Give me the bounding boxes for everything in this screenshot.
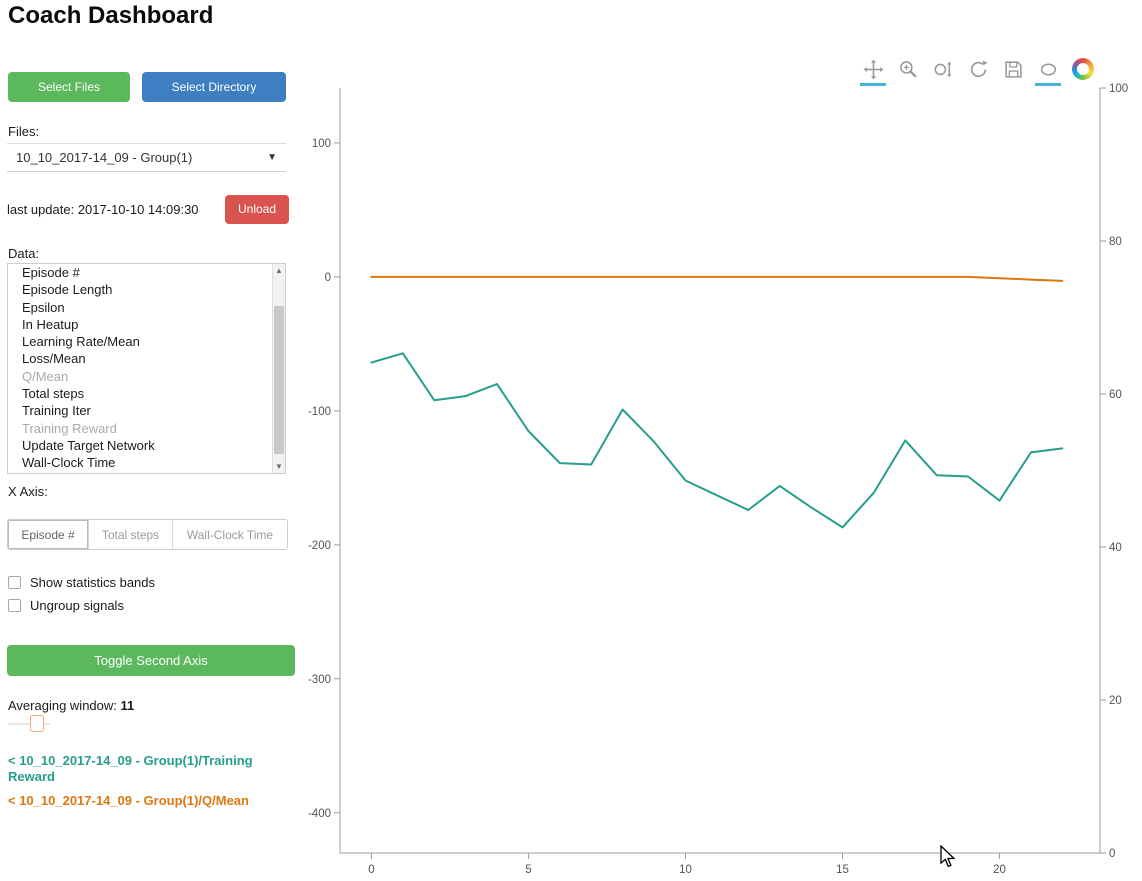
x-axis-option-total-steps[interactable]: Total steps — [89, 520, 173, 549]
bokeh-toolbar — [860, 58, 1094, 86]
list-item[interactable]: In Heatup — [22, 316, 79, 332]
svg-text:15: 15 — [836, 864, 849, 876]
svg-text:40: 40 — [1109, 542, 1122, 554]
select-directory-button[interactable]: Select Directory — [142, 72, 286, 102]
averaging-window-row: Averaging window: 11 — [8, 698, 134, 713]
averaging-window-slider — [8, 714, 50, 734]
wheel-zoom-tool[interactable] — [932, 58, 954, 80]
svg-text:20: 20 — [993, 864, 1006, 876]
scrollbar[interactable]: ▲ ▼ — [272, 264, 285, 473]
plot-area: 100 0 -100 -200 -300 -400 0 20 40 60 80 100 0 5 10 15 20 — [300, 55, 1142, 881]
show-statistics-bands-row: Show statistics bands — [8, 575, 155, 590]
svg-text:10: 10 — [679, 864, 692, 876]
list-item[interactable]: Training Reward — [22, 420, 117, 436]
scrollbar-down-icon[interactable]: ▼ — [275, 462, 283, 471]
list-item[interactable]: Wall-Clock Time — [22, 455, 116, 471]
legend-item-training-reward: < 10_10_2017-14_09 - Group(1)/Training R… — [8, 753, 253, 784]
scrollbar-thumb[interactable] — [274, 306, 284, 454]
list-item[interactable]: Episode Length — [22, 282, 113, 298]
legend-item-q-mean: < 10_10_2017-14_09 - Group(1)/Q/Mean — [8, 793, 249, 808]
ungroup-signals-checkbox[interactable] — [8, 599, 21, 612]
svg-text:100: 100 — [312, 138, 331, 150]
data-label: Data: — [8, 246, 40, 261]
unload-button[interactable]: Unload — [225, 194, 289, 224]
file-buttons-row: Select Files Select Directory — [8, 72, 286, 102]
pan-tool[interactable] — [860, 58, 886, 86]
svg-text:5: 5 — [525, 864, 531, 876]
svg-text:-300: -300 — [308, 674, 331, 686]
svg-text:0: 0 — [325, 272, 331, 284]
list-item[interactable]: Learning Rate/Mean — [22, 334, 140, 350]
ungroup-signals-label: Ungroup signals — [30, 598, 124, 613]
svg-text:100: 100 — [1109, 83, 1128, 95]
svg-text:60: 60 — [1109, 389, 1122, 401]
averaging-window-label: Averaging window: — [8, 698, 117, 713]
box-zoom-tool[interactable] — [897, 58, 919, 80]
last-update-text: last update: 2017-10-10 14:09:30 — [7, 201, 199, 217]
x-axis-option-wall-clock[interactable]: Wall-Clock Time — [173, 520, 287, 549]
svg-text:80: 80 — [1109, 236, 1122, 248]
data-signal-list: Episode # Episode Length Epsilon In Heat… — [7, 263, 286, 474]
svg-text:-100: -100 — [308, 406, 331, 418]
x-axis-option-episode[interactable]: Episode # — [8, 520, 89, 549]
hover-tool[interactable] — [1035, 58, 1061, 86]
list-item[interactable]: Total steps — [22, 386, 85, 402]
x-axis-button-group: Episode # Total steps Wall-Clock Time — [7, 519, 288, 550]
list-item[interactable]: Episode # — [22, 265, 80, 280]
svg-text:0: 0 — [368, 864, 374, 876]
ungroup-signals-row: Ungroup signals — [8, 598, 124, 613]
list-item[interactable]: Epsilon — [22, 299, 65, 315]
toggle-second-axis-button[interactable]: Toggle Second Axis — [7, 645, 295, 676]
reset-tool[interactable] — [967, 58, 989, 80]
scrollbar-up-icon[interactable]: ▲ — [275, 266, 283, 275]
bokeh-logo[interactable] — [1072, 58, 1094, 80]
svg-text:20: 20 — [1109, 695, 1122, 707]
slider-handle[interactable] — [30, 715, 44, 732]
show-statistics-bands-label: Show statistics bands — [30, 575, 156, 590]
files-label: Files: — [8, 124, 40, 139]
svg-text:0: 0 — [1109, 848, 1115, 860]
show-statistics-bands-checkbox[interactable] — [8, 576, 21, 589]
select-files-button[interactable]: Select Files — [8, 72, 130, 102]
list-item[interactable]: Loss/Mean — [22, 351, 86, 367]
list-item[interactable]: Training Iter — [22, 403, 91, 419]
averaging-window-value: 11 — [120, 698, 135, 713]
list-item[interactable]: Q/Mean — [22, 368, 69, 384]
list-item[interactable]: Update Target Network — [22, 437, 155, 453]
x-axis-label: X Axis: — [8, 484, 48, 499]
svg-text:-400: -400 — [308, 808, 331, 820]
last-update-row: last update: 2017-10-10 14:09:30 Unload — [7, 194, 289, 224]
svg-text:-200: -200 — [308, 540, 331, 552]
files-select[interactable]: 10_10_2017-14_09 - Group(1) ▼ — [7, 143, 286, 172]
dropdown-caret-icon: ▼ — [267, 152, 277, 163]
plot-canvas[interactable]: 100 0 -100 -200 -300 -400 0 20 40 60 80 100 0 5 10 15 20 — [300, 55, 1142, 881]
files-select-value: 10_10_2017-14_09 - Group(1) — [16, 150, 193, 165]
page-title: Coach Dashboard — [8, 2, 214, 29]
slider-track[interactable] — [8, 723, 50, 725]
plot-legend: < 10_10_2017-14_09 - Group(1)/Training R… — [8, 753, 300, 818]
save-tool[interactable] — [1002, 58, 1024, 80]
